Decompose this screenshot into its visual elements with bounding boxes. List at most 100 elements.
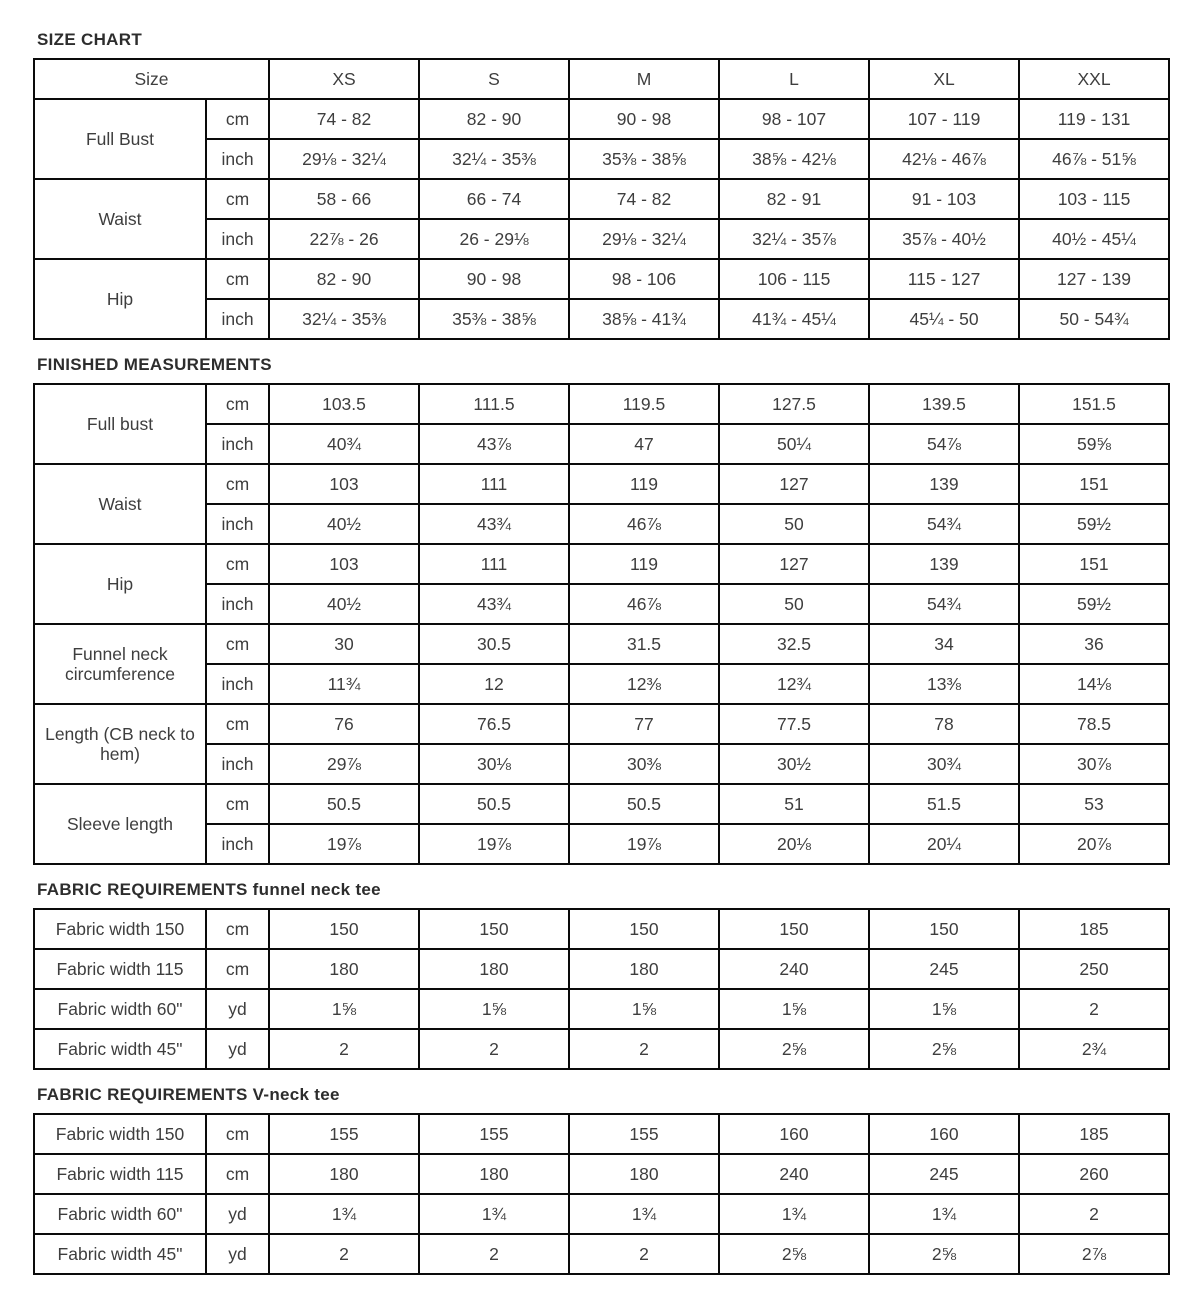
value-cell: 50 - 54¾ (1018, 298, 1171, 340)
value-cell: 42⅛ - 46⅞ (868, 138, 1021, 180)
column-header: XXL (1018, 58, 1171, 100)
finished-measurements-section: FINISHED MEASUREMENTS Full bust cm 103.5 11… (33, 355, 1170, 865)
value-cell: 150 (718, 908, 870, 950)
value-cell: 1⅝ (718, 988, 870, 1030)
value-cell: 119 - 131 (1018, 98, 1171, 140)
value-cell: 50.5 (268, 783, 420, 825)
column-header: L (718, 58, 871, 100)
size-chart-section: SIZE CHART Size XS S M L XL XXL Full Bust cm 74 -… (32, 30, 1171, 340)
row-label: Length (CB neck to hem) (33, 703, 207, 785)
value-cell: 50.5 (418, 783, 570, 825)
value-cell: 59½ (1018, 503, 1170, 545)
value-cell: 19⅞ (568, 823, 720, 865)
value-cell: 19⅞ (418, 823, 570, 865)
value-cell: 260 (1018, 1153, 1170, 1195)
unit-cell: cm (205, 1153, 270, 1195)
value-cell: 12⅜ (568, 663, 720, 705)
value-cell: 111 (418, 463, 570, 505)
value-cell: 180 (568, 948, 720, 990)
value-cell: 51.5 (868, 783, 1020, 825)
value-cell: 160 (868, 1113, 1020, 1155)
value-cell: 151 (1018, 543, 1170, 585)
column-header: S (418, 58, 571, 100)
row-label: Funnel neck circumference (33, 623, 207, 705)
value-cell: 1⅝ (868, 988, 1020, 1030)
value-cell: 30.5 (418, 623, 570, 665)
row-label: Fabric width 150 (33, 908, 207, 950)
value-cell: 115 - 127 (868, 258, 1021, 300)
value-cell: 54⅞ (868, 423, 1020, 465)
unit-cell: inch (204, 218, 271, 260)
table-row: inch 32¼ - 35⅜ 35⅜ - 38⅝ 38⅝ - 41¾ 41¾ - 45¼… (34, 298, 1171, 340)
value-cell: 240 (718, 948, 870, 990)
value-cell: 40½ (268, 583, 420, 625)
value-cell: 40½ (268, 503, 420, 545)
value-cell: 20¼ (868, 823, 1020, 865)
value-cell: 45¼ - 50 (868, 298, 1021, 340)
unit-cell: cm (205, 703, 270, 745)
unit-cell: inch (205, 503, 270, 545)
value-cell: 245 (868, 948, 1020, 990)
value-cell: 2⅞ (1018, 1233, 1170, 1275)
value-cell: 139 (868, 543, 1020, 585)
value-cell: 32¼ - 35⅞ (718, 218, 871, 260)
unit-cell: yd (205, 1193, 270, 1235)
value-cell: 2 (1018, 1193, 1170, 1235)
value-cell: 151.5 (1018, 383, 1170, 425)
table-row: Fabric width 60" yd 1⅝ 1⅝ 1⅝ 1⅝ 1⅝ 2 (33, 988, 1170, 1030)
fabric-requirements-vneck-section: FABRIC REQUIREMENTS V-neck tee Fabric wi… (33, 1085, 1170, 1275)
value-cell: 91 - 103 (868, 178, 1021, 220)
value-cell: 30½ (718, 743, 870, 785)
value-cell: 20⅛ (718, 823, 870, 865)
value-cell: 1⅝ (268, 988, 420, 1030)
value-cell: 12 (418, 663, 570, 705)
row-label: Hip (33, 258, 207, 340)
unit-cell: inch (205, 663, 270, 705)
value-cell: 2 (418, 1028, 570, 1070)
unit-cell: cm (205, 623, 270, 665)
value-cell: 46⅞ (568, 503, 720, 545)
value-cell: 180 (268, 948, 420, 990)
value-cell: 30⅜ (568, 743, 720, 785)
value-cell: 2 (568, 1233, 720, 1275)
value-cell: 111 (418, 543, 570, 585)
table-row: Full Bust cm 74 - 82 82 - 90 90 - 98 98 - 107… (33, 98, 1171, 180)
value-cell: 30¾ (868, 743, 1020, 785)
value-cell: 46⅞ - 51⅝ (1018, 138, 1171, 180)
table-row: inch 40½ 43¾ 46⅞ 50 54¾ 59½ (34, 583, 1170, 625)
value-cell: 41¾ - 45¼ (718, 298, 871, 340)
value-cell: 40¾ (268, 423, 420, 465)
table-row: Fabric width 115 cm 180 180 180 240 245 260 (33, 1153, 1170, 1195)
value-cell: 13⅜ (868, 663, 1020, 705)
value-cell: 74 - 82 (268, 98, 421, 140)
value-cell: 119 (568, 543, 720, 585)
table-row: Fabric width 115 cm 180 180 180 240 245 250 (33, 948, 1170, 990)
value-cell: 50 (718, 583, 870, 625)
value-cell: 150 (418, 908, 570, 950)
size-chart-title: SIZE CHART (37, 30, 142, 49)
value-cell: 50 (718, 503, 870, 545)
value-cell: 35⅞ - 40½ (868, 218, 1021, 260)
value-cell: 1¾ (718, 1193, 870, 1235)
value-cell: 155 (568, 1113, 720, 1155)
unit-cell: yd (205, 1233, 270, 1275)
value-cell: 103 - 115 (1018, 178, 1171, 220)
value-cell: 53 (1018, 783, 1170, 825)
finished-measurements-title: FINISHED MEASUREMENTS (37, 355, 272, 374)
value-cell: 82 - 91 (718, 178, 871, 220)
table-row: Fabric width 45" yd 2 2 2 2⅝ 2⅝ 2⅞ (33, 1233, 1170, 1275)
value-cell: 35⅜ - 38⅝ (568, 138, 721, 180)
value-cell: 2¾ (1018, 1028, 1170, 1070)
value-cell: 77.5 (718, 703, 870, 745)
value-cell: 180 (418, 1153, 570, 1195)
value-cell: 31.5 (568, 623, 720, 665)
value-cell: 90 - 98 (568, 98, 721, 140)
table-row: inch 29⅞ 30⅛ 30⅜ 30½ 30¾ 30⅞ (34, 743, 1170, 785)
value-cell: 32¼ - 35⅜ (268, 298, 421, 340)
table-row: Length (CB neck to hem) cm 76 76.5 77 77.5 78 7… (33, 703, 1170, 785)
row-label: Fabric width 60" (33, 1193, 207, 1235)
table-row: inch 22⅞ - 26 26 - 29⅛ 29⅛ - 32¼ 32¼ - 35⅞ 35… (34, 218, 1171, 260)
table-row: Fabric width 45" yd 2 2 2 2⅝ 2⅝ 2¾ (33, 1028, 1170, 1070)
unit-cell: cm (205, 783, 270, 825)
column-header: XS (268, 58, 421, 100)
